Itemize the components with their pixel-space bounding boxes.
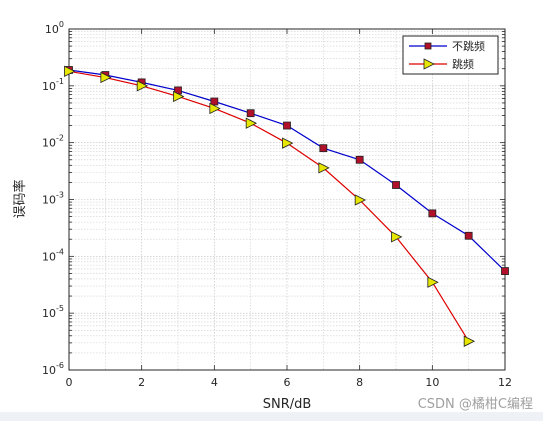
series-point-0 [501,267,509,275]
y-axis-label: 误码率 [12,179,28,218]
y-tick-label: 10-6 [42,361,64,377]
y-tick-label: 10-1 [42,77,64,93]
x-tick-label: 8 [356,376,363,389]
x-tick-label: 4 [211,376,218,389]
series-point-0 [392,181,400,189]
series-point-1 [245,117,258,129]
series-point-1 [318,162,330,174]
series-point-1 [100,71,112,84]
series-point-0 [355,155,364,164]
x-tick-label: 10 [425,376,439,389]
x-axis-label: SNR/dB [263,397,312,412]
series-point-0 [246,109,255,118]
series-point-1 [427,276,439,288]
y-tick-label: 10-4 [42,247,64,263]
x-tick-label: 0 [66,376,73,389]
series-point-1 [282,137,294,149]
ticks-layer: 0 2 4 6 8 10 12 10-6 10-5 10-4 10-3 10-2 10-1 100 [42,20,512,389]
series-layer [64,65,509,347]
y-tick-label: 10-3 [42,191,64,207]
series-point-1 [136,80,149,92]
legend-label-hop: 跳频 [452,57,474,71]
legend-marker-hop [423,58,435,70]
x-tick-label: 12 [498,376,512,389]
legend-box [402,35,499,75]
series-point-1 [209,102,221,115]
legend: 不跳频 跳频 [402,35,499,75]
series-point-0 [283,121,291,130]
series-point-1 [391,231,403,243]
series-point-0 [428,209,437,218]
series-point-1 [463,335,476,347]
legend-marker-nohop [424,42,432,50]
series-point-1 [64,65,76,77]
x-tick-label: 6 [284,376,291,389]
series-point-0 [319,144,328,153]
watermark-text: CSDN @橘柑C编程 [417,397,533,412]
y-tick-label: 10-2 [42,134,64,150]
y-tick-label: 10-5 [42,304,64,320]
y-tick-label: 100 [45,20,64,36]
legend-label-nohop: 不跳频 [452,39,485,53]
grid-layer [69,29,505,370]
x-tick-label: 2 [138,376,145,389]
series-point-0 [210,97,219,106]
series-point-1 [354,194,367,206]
bottom-strip [0,412,543,421]
series-point-0 [464,231,473,240]
series-point-1 [173,90,185,103]
series-line-1 [68,70,470,342]
